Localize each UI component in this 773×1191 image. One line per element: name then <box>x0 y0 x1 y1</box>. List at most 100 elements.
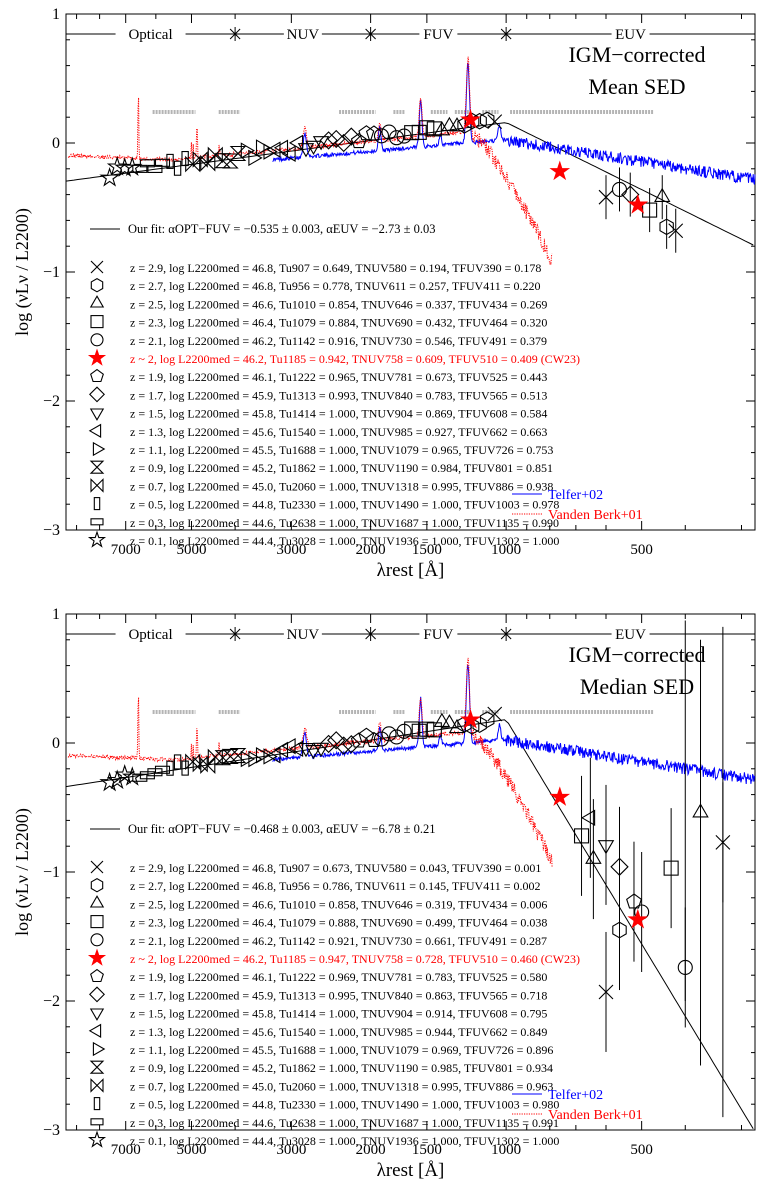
legend-marker-diamond <box>89 986 105 1003</box>
sed-data-point <box>297 743 315 758</box>
sed-data-point-triangle <box>654 187 671 202</box>
x-tick-label: 7000 <box>111 542 141 558</box>
sed-panel-bottom: 1 0 −1 −2 −3 7000 5000 3000 2000 1500 1000 500 λrest… <box>12 606 756 1181</box>
sed-data-point <box>181 760 189 776</box>
x-axis-label: λrest [Å] <box>377 560 445 581</box>
sed-data-point <box>365 731 382 747</box>
band-separator <box>500 627 512 641</box>
legend-marker-triangle <box>89 295 105 308</box>
legend-entry: z = 0.7, log L2200med = 45.0, Tu2060 = 1… <box>130 1079 553 1093</box>
sed-data-point <box>132 164 148 173</box>
legend-entry: z = 1.9, log L2200med = 46.1, Tu1222 = 0… <box>130 970 547 984</box>
y-tick-label: −3 <box>43 522 60 539</box>
sed-data-point <box>99 167 120 187</box>
sed-data-point <box>342 735 361 754</box>
legend-marker-diamond <box>89 386 105 403</box>
y-axis-label: log (νLν / L2200) <box>12 208 33 336</box>
band-separator <box>229 27 241 41</box>
legend-vandenberk-label: Vanden Berk+01 <box>548 1108 643 1123</box>
cw23-point <box>460 708 481 729</box>
band-label-bg <box>419 24 458 44</box>
band-separator <box>229 627 241 641</box>
sed-data-point <box>334 133 353 153</box>
band-separator <box>365 627 376 641</box>
legend-marker-tri-down <box>89 1008 105 1021</box>
sed-data-point <box>99 771 120 792</box>
sed-data-point-pentagon <box>626 893 642 909</box>
sed-data-point <box>396 723 412 739</box>
sed-data-point <box>404 721 420 737</box>
sed-data-point <box>312 136 330 151</box>
legend-vandenberk-label: Vanden Berk+01 <box>548 508 643 523</box>
legend-entry: z = 2.3, log L2200med = 46.4, Tu1079 = 0… <box>130 916 547 930</box>
legend-telfer-label: Telfer+02 <box>548 1088 603 1103</box>
cw23-point <box>549 160 571 181</box>
sed-data-point-x <box>668 223 684 239</box>
telfer-template <box>272 62 756 185</box>
x-tick-label: 1500 <box>412 542 442 558</box>
sed-data-point <box>404 125 420 141</box>
sed-data-point-x <box>598 189 614 205</box>
legend-entry: z = 1.9, log L2200med = 46.1, Tu1222 = 0… <box>130 370 547 384</box>
legend-telfer-label: Telfer+02 <box>548 488 603 503</box>
sed-data-point <box>288 740 304 758</box>
legend-entry: z = 2.5, log L2200med = 46.6, Tu1010 = 0… <box>130 897 547 911</box>
sed-data-point-square <box>663 860 679 876</box>
band-label-nuv: NUV <box>287 27 320 43</box>
panel-title: Mean SED <box>588 74 685 99</box>
sed-data-point <box>389 729 405 745</box>
panel-title: IGM−corrected <box>568 42 705 67</box>
sed-data-point <box>411 124 427 140</box>
legend-entry: z = 1.1, log L2200med = 45.5, Tu1688 = 1… <box>130 1043 553 1057</box>
band-label-euv: EUV <box>615 627 646 643</box>
sed-data-point <box>139 159 155 168</box>
sed-data-point <box>350 133 367 149</box>
legend-marker-hourglass <box>89 460 105 474</box>
sed-data-point <box>147 768 163 777</box>
legend-entry: z = 2.9, log L2200med = 46.8, Tu907 = 0.… <box>130 261 541 275</box>
legend-marker-star-red <box>87 948 107 966</box>
y-tick-label: −1 <box>43 864 60 881</box>
sed-data-point <box>173 754 182 770</box>
cw23-point <box>460 108 481 129</box>
sed-data-point <box>106 769 128 790</box>
legend-entry: z = 0.1, log L2200med = 44.4, Tu3028 = 1… <box>130 534 559 548</box>
sed-data-point <box>396 128 412 144</box>
sed-data-point <box>419 721 435 737</box>
band-label-bg <box>115 24 186 44</box>
band-label-optical: Optical <box>128 27 172 43</box>
sed-data-point <box>263 748 278 765</box>
telfer-template <box>272 664 756 785</box>
sed-data-point <box>207 146 223 164</box>
x-tick-label: 5000 <box>176 542 206 558</box>
y-tick-label: 1 <box>52 6 60 23</box>
x-tick-label: 1500 <box>412 1142 442 1158</box>
legend-entry: z = 2.9, log L2200med = 46.8, Tu907 = 0.… <box>130 861 541 875</box>
legend-entry: z ~ 2, log L2200med = 46.2, Tu1185 = 0.9… <box>130 952 580 966</box>
x-axis-label: λrest [Å] <box>377 1160 445 1181</box>
sed-data-point <box>358 125 375 141</box>
sed-data-point <box>154 765 171 774</box>
sed-data-point <box>166 153 174 169</box>
legend-marker-star-red <box>87 348 107 366</box>
band-label-fuv: FUV <box>423 27 453 43</box>
legend-marker-rect-tall <box>93 497 101 511</box>
legend-entry: z = 1.5, log L2200med = 45.8, Tu1414 = 1… <box>130 407 547 421</box>
legend-marker-star-open <box>87 1130 107 1148</box>
band-label-euv: EUV <box>615 27 646 43</box>
sed-data-point <box>114 157 136 177</box>
sed-data-point <box>305 745 322 760</box>
x-tick-label: 7000 <box>111 1142 141 1158</box>
legend-marker-circle <box>90 933 104 947</box>
y-tick-label: 0 <box>52 135 60 152</box>
band-label-bg <box>115 624 186 644</box>
sed-data-point-tri-left <box>580 809 596 827</box>
legend-marker-x <box>90 260 104 274</box>
x-tick-label: 500 <box>630 1142 653 1158</box>
sed-data-point <box>132 773 148 782</box>
y-tick-label: 0 <box>52 735 60 752</box>
legend-entry: z = 1.1, log L2200med = 45.5, Tu1688 = 1… <box>130 443 553 457</box>
sed-data-point <box>192 755 208 773</box>
legend-fit-label: Our fit: αOPT−FUV = −0.468 ± 0.003, αEUV… <box>128 822 435 836</box>
